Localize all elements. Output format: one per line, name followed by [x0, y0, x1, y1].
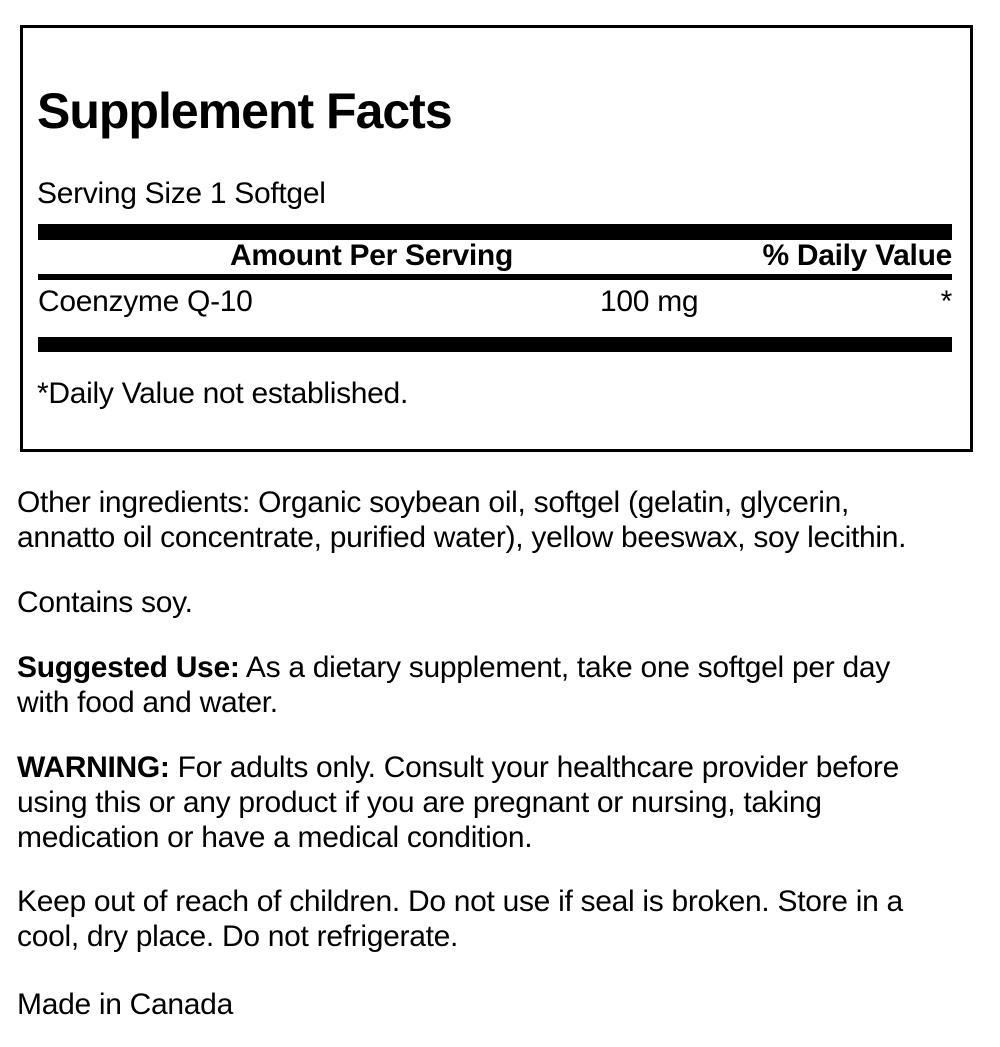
- suggested-use-paragraph: Suggested Use: As a dietary supplement, …: [17, 650, 890, 720]
- warning-paragraph: WARNING: For adults only. Consult your h…: [17, 750, 899, 855]
- allergen-paragraph: Contains soy.: [17, 585, 193, 620]
- nutrient-row: Coenzyme Q-10 100 mg *: [38, 284, 952, 320]
- storage-text: Keep out of reach of children. Do not us…: [17, 885, 903, 953]
- thick-rule-top: [38, 224, 952, 240]
- nutrient-daily-value: *: [940, 285, 953, 318]
- origin-paragraph: Made in Canada: [17, 987, 233, 1022]
- serving-size: Serving Size 1 Softgel: [37, 177, 326, 210]
- other-ingredients-text: Other ingredients: Organic soybean oil, …: [17, 486, 907, 554]
- storage-paragraph: Keep out of reach of children. Do not us…: [17, 884, 903, 954]
- suggested-use-text: As a dietary supplement, take one softge…: [17, 651, 890, 719]
- daily-value-footnote: *Daily Value not established.: [37, 377, 408, 410]
- nutrient-name: Coenzyme Q-10: [38, 285, 253, 318]
- warning-text: For adults only. Consult your healthcare…: [17, 751, 899, 854]
- column-header-daily-value: % Daily Value: [762, 239, 952, 272]
- origin-text: Made in Canada: [17, 988, 233, 1021]
- suggested-use-label: Suggested Use:: [17, 651, 240, 684]
- thin-rule-header: [38, 274, 952, 280]
- facts-header-row: Amount Per Serving % Daily Value: [38, 238, 952, 274]
- supplement-facts-panel: Supplement Facts Serving Size 1 Softgel …: [20, 25, 973, 452]
- other-ingredients-paragraph: Other ingredients: Organic soybean oil, …: [17, 485, 906, 555]
- column-header-amount: Amount Per Serving: [230, 239, 513, 272]
- warning-label: WARNING:: [17, 751, 170, 784]
- supplement-facts-inner: Supplement Facts Serving Size 1 Softgel …: [23, 28, 970, 449]
- allergen-text: Contains soy.: [17, 586, 193, 619]
- panel-title: Supplement Facts: [37, 83, 453, 139]
- nutrient-amount: 100 mg: [600, 285, 699, 318]
- thick-rule-bottom: [38, 337, 952, 352]
